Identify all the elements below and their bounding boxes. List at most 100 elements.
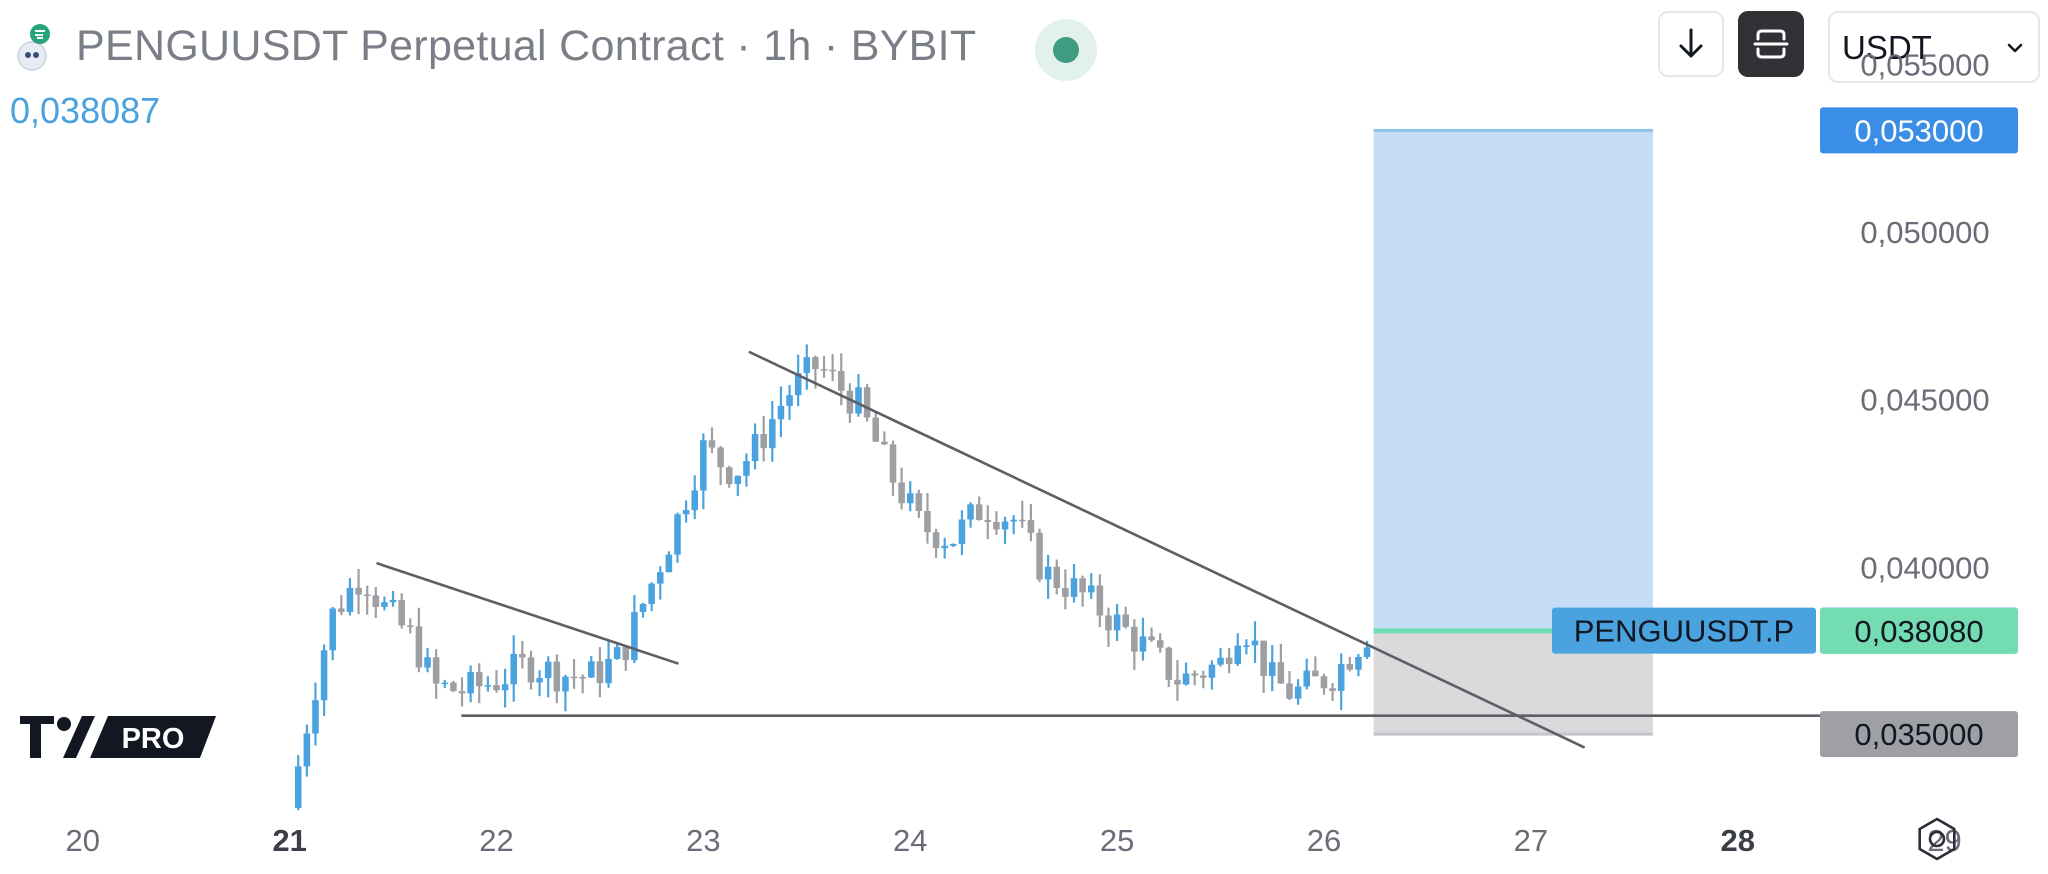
candle bbox=[1234, 633, 1242, 666]
candle bbox=[1268, 645, 1276, 692]
candle bbox=[700, 433, 707, 510]
download-button[interactable] bbox=[1658, 11, 1724, 77]
candle bbox=[1337, 653, 1345, 710]
candle bbox=[803, 344, 811, 390]
candle bbox=[1277, 643, 1285, 684]
candle bbox=[493, 670, 500, 693]
candle bbox=[553, 654, 561, 704]
candle bbox=[1355, 654, 1362, 677]
currency-label: USDT bbox=[1842, 29, 1932, 66]
price-tick-label: 0,040000 bbox=[1860, 550, 1989, 585]
live-status-icon bbox=[1035, 19, 1097, 81]
candle bbox=[1225, 647, 1233, 674]
screenshot-button[interactable] bbox=[1738, 11, 1804, 77]
candle bbox=[622, 646, 630, 671]
candle bbox=[1079, 575, 1086, 607]
candle bbox=[579, 674, 586, 694]
chart-header: PENGUUSDT Perpetual Contract · 1h · BYBI… bbox=[0, 0, 2048, 131]
candle bbox=[1105, 607, 1112, 647]
trendline-left[interactable] bbox=[376, 561, 679, 665]
candle bbox=[527, 650, 535, 690]
price-badges: 0,0530000,038087PENGUUSDT.P0,0380800,035… bbox=[1552, 107, 2018, 758]
candle bbox=[958, 510, 966, 556]
candle bbox=[1070, 564, 1078, 603]
candle bbox=[639, 602, 647, 618]
time-axis: 20 21 22 23 24 25 26 27 28 29 bbox=[66, 823, 1962, 858]
target-zone[interactable] bbox=[1373, 130, 1653, 631]
candle bbox=[1208, 660, 1216, 690]
candle bbox=[717, 445, 724, 485]
candle bbox=[1139, 617, 1147, 661]
candle bbox=[1122, 606, 1129, 629]
chevron-down-icon bbox=[2007, 43, 2023, 53]
candle bbox=[510, 635, 517, 702]
candle bbox=[1329, 683, 1336, 701]
currency-select[interactable]: USDT bbox=[1828, 11, 2040, 83]
candle bbox=[1053, 559, 1061, 595]
candle bbox=[458, 677, 466, 707]
candle bbox=[346, 578, 354, 616]
candle bbox=[381, 596, 388, 611]
candle bbox=[467, 665, 474, 703]
candle bbox=[544, 656, 552, 698]
candle bbox=[915, 489, 923, 518]
candle bbox=[708, 427, 716, 453]
settings-icon[interactable] bbox=[1918, 817, 1956, 861]
candle bbox=[786, 385, 793, 420]
candle bbox=[682, 500, 690, 523]
candle bbox=[743, 453, 750, 487]
candle bbox=[950, 543, 957, 548]
candle bbox=[967, 502, 974, 528]
time-tick-label: 23 bbox=[686, 823, 720, 858]
candles bbox=[294, 344, 1371, 811]
logo-icon[interactable] bbox=[12, 22, 52, 72]
candle bbox=[519, 640, 526, 669]
candle bbox=[398, 593, 405, 629]
candle bbox=[993, 511, 1000, 536]
chart-title: PENGUUSDT Perpetual Contract · 1h · BYBI… bbox=[76, 22, 977, 70]
trendline-main[interactable] bbox=[748, 350, 1586, 749]
svg-text:0,053000: 0,053000 bbox=[1854, 113, 1983, 148]
candle bbox=[1001, 516, 1009, 545]
candle bbox=[303, 724, 311, 777]
svg-text:0,038080: 0,038080 bbox=[1854, 614, 1983, 649]
candle bbox=[432, 649, 440, 699]
candle bbox=[906, 481, 914, 512]
candle bbox=[648, 582, 655, 612]
candle bbox=[407, 618, 414, 634]
candle bbox=[501, 668, 509, 708]
candle bbox=[1165, 646, 1173, 687]
candle bbox=[725, 465, 733, 488]
candle bbox=[829, 354, 836, 382]
price-tick-label: 0,045000 bbox=[1860, 383, 1989, 418]
candle bbox=[1174, 660, 1181, 701]
candle bbox=[769, 401, 776, 462]
time-tick-label: 24 bbox=[893, 823, 927, 858]
candle bbox=[1251, 621, 1259, 663]
candle bbox=[855, 374, 862, 417]
time-tick-label: 26 bbox=[1307, 823, 1341, 858]
download-arrow-icon bbox=[1679, 28, 1703, 58]
candle bbox=[338, 594, 345, 616]
price-badge-target: 0,053000 bbox=[1820, 107, 2018, 154]
candle bbox=[1182, 662, 1190, 686]
candle bbox=[932, 528, 940, 558]
candle bbox=[355, 568, 362, 615]
candle bbox=[1294, 679, 1302, 705]
candle bbox=[329, 606, 336, 661]
candle bbox=[674, 512, 681, 563]
candle bbox=[1320, 673, 1328, 695]
candle bbox=[872, 411, 880, 443]
candle bbox=[881, 431, 888, 446]
price-tick-label: 0,055000 bbox=[1860, 47, 1989, 82]
time-tick-label: 25 bbox=[1100, 823, 1134, 858]
candle bbox=[1044, 554, 1052, 599]
candle bbox=[631, 595, 638, 664]
candle bbox=[751, 423, 759, 470]
candle bbox=[372, 587, 380, 619]
price-badge-stop: 0,035000 bbox=[1820, 711, 2018, 758]
candle bbox=[734, 475, 742, 497]
candle bbox=[1096, 574, 1104, 627]
candle bbox=[1191, 670, 1198, 686]
